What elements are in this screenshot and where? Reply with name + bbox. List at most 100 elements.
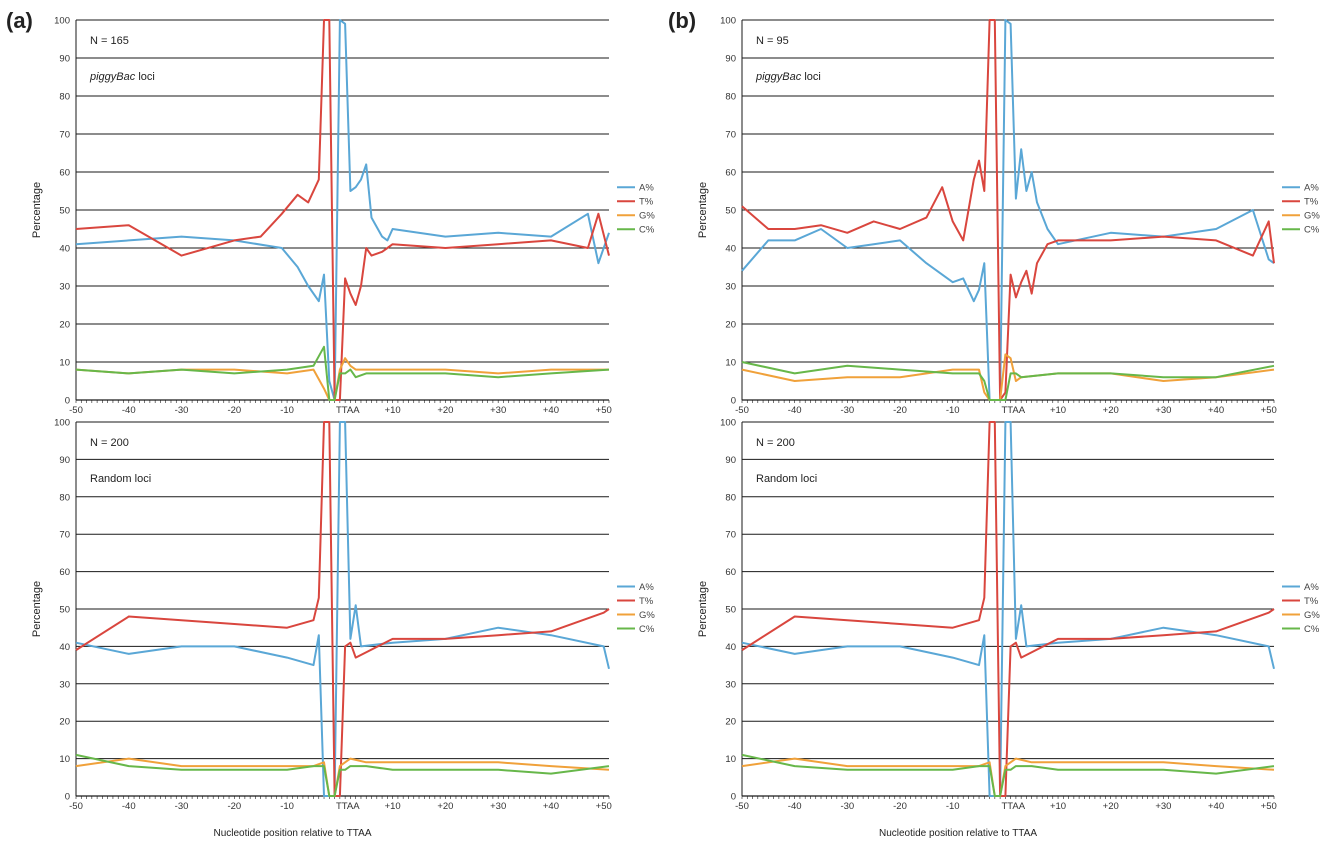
x-tick-label: +10 bbox=[385, 405, 401, 416]
x-tick-label: -10 bbox=[946, 405, 960, 416]
legend-label: C% bbox=[1304, 624, 1320, 635]
legend-label: G% bbox=[1304, 211, 1320, 222]
y-tick-label: 100 bbox=[54, 16, 70, 27]
x-tick-label: TTAA bbox=[336, 405, 360, 416]
series-line-2 bbox=[75, 757, 610, 797]
chart-3: 0 10 20 30 40 50 60 70 80 90 100 -50 -40 -30 -20 -10 TTA… bbox=[697, 418, 1320, 840]
x-tick-label: -40 bbox=[788, 801, 802, 812]
x-tick-label: -40 bbox=[788, 405, 802, 416]
legend-label: A% bbox=[639, 582, 654, 593]
x-tick-label: -20 bbox=[893, 405, 907, 416]
y-tick-label: 80 bbox=[725, 492, 736, 503]
x-tick-label: +30 bbox=[490, 405, 506, 416]
sample-size-label: N = 200 bbox=[756, 437, 795, 449]
x-tick-label: TTAA bbox=[336, 801, 360, 812]
y-tick-label: 100 bbox=[720, 16, 736, 27]
y-axis-label: Percentage bbox=[697, 581, 709, 637]
y-tick-label: 70 bbox=[59, 530, 70, 541]
series-line-0 bbox=[75, 19, 610, 401]
y-tick-label: 60 bbox=[725, 567, 736, 578]
y-tick-label: 20 bbox=[59, 320, 70, 331]
y-tick-label: 60 bbox=[725, 168, 736, 179]
x-tick-label: -10 bbox=[946, 801, 960, 812]
x-tick-label: +20 bbox=[1103, 405, 1119, 416]
series-line-1 bbox=[741, 19, 1275, 401]
legend-label: T% bbox=[1304, 596, 1319, 607]
charts-container: 0 10 20 30 40 50 60 70 80 90 100 -50 -40 -30 -20 -10 TTA… bbox=[31, 16, 1320, 840]
x-tick-label: +20 bbox=[1103, 801, 1119, 812]
x-tick-label: +20 bbox=[437, 801, 453, 812]
x-tick-label: +30 bbox=[1155, 405, 1171, 416]
loci-label-rest: loci bbox=[135, 71, 155, 83]
x-tick-label: -50 bbox=[69, 801, 83, 812]
y-tick-label: 40 bbox=[725, 642, 736, 653]
y-tick-label: 30 bbox=[59, 282, 70, 293]
y-tick-label: 80 bbox=[59, 92, 70, 103]
x-tick-label: -20 bbox=[227, 801, 241, 812]
x-tick-label: +20 bbox=[437, 405, 453, 416]
y-tick-label: 90 bbox=[725, 455, 736, 466]
loci-label: Random loci bbox=[756, 473, 817, 485]
legend-label: C% bbox=[1304, 225, 1320, 236]
y-axis-label: Percentage bbox=[31, 581, 43, 637]
x-tick-label: +10 bbox=[385, 801, 401, 812]
x-tick-label: +40 bbox=[543, 801, 559, 812]
x-tick-label: -40 bbox=[122, 801, 136, 812]
y-tick-label: 10 bbox=[59, 358, 70, 369]
x-tick-label: -50 bbox=[735, 405, 749, 416]
x-tick-label: +30 bbox=[1155, 801, 1171, 812]
x-axis-label: Nucleotide position relative to TTAA bbox=[879, 828, 1037, 839]
series-line-3 bbox=[741, 753, 1275, 797]
y-tick-label: 50 bbox=[59, 206, 70, 217]
legend-label: G% bbox=[639, 211, 655, 222]
y-tick-label: 30 bbox=[725, 282, 736, 293]
legend-label: T% bbox=[1304, 197, 1319, 208]
loci-label-italic: piggyBac bbox=[755, 71, 802, 83]
chart-1: 0 10 20 30 40 50 60 70 80 90 100 -50 -40 -30 -20 -10 TTA… bbox=[31, 418, 655, 840]
x-tick-label: TTAA bbox=[1001, 405, 1025, 416]
series-line-3 bbox=[75, 345, 610, 401]
series-line-0 bbox=[75, 421, 610, 797]
series-line-3 bbox=[741, 361, 1275, 401]
y-tick-label: 50 bbox=[725, 605, 736, 616]
x-tick-label: +10 bbox=[1050, 801, 1066, 812]
legend-label: T% bbox=[639, 596, 654, 607]
y-tick-label: 0 bbox=[731, 792, 736, 803]
series-line-2 bbox=[75, 357, 609, 401]
x-tick-label: -30 bbox=[840, 801, 854, 812]
x-tick-label: -10 bbox=[280, 405, 294, 416]
y-tick-label: 20 bbox=[725, 320, 736, 331]
y-tick-label: 90 bbox=[725, 54, 736, 65]
series-line-1 bbox=[741, 421, 1275, 797]
legend-label: A% bbox=[639, 183, 654, 194]
y-tick-label: 40 bbox=[725, 244, 736, 255]
y-tick-label: 50 bbox=[59, 605, 70, 616]
x-tick-label: +40 bbox=[543, 405, 559, 416]
y-tick-label: 20 bbox=[725, 717, 736, 728]
legend-label: G% bbox=[639, 610, 655, 621]
y-tick-label: 0 bbox=[65, 396, 70, 407]
y-tick-label: 80 bbox=[59, 492, 70, 503]
sample-size-label: N = 200 bbox=[90, 437, 129, 449]
x-tick-label: -10 bbox=[280, 801, 294, 812]
panel-label-a: (a) bbox=[6, 8, 33, 33]
x-tick-label: -50 bbox=[735, 801, 749, 812]
y-tick-label: 70 bbox=[725, 530, 736, 541]
x-tick-label: -30 bbox=[175, 405, 189, 416]
x-tick-label: +50 bbox=[1261, 801, 1277, 812]
sample-size-label: N = 95 bbox=[756, 35, 789, 47]
series-line-1 bbox=[75, 421, 610, 797]
legend-label: G% bbox=[1304, 610, 1320, 621]
y-tick-label: 80 bbox=[725, 92, 736, 103]
x-tick-label: +40 bbox=[1208, 801, 1224, 812]
loci-label: piggyBac loci bbox=[89, 71, 155, 83]
chart-2: 0 10 20 30 40 50 60 70 80 90 100 -50 -40 -30 -20 -10 TTA… bbox=[697, 16, 1320, 417]
x-tick-label: +50 bbox=[596, 405, 612, 416]
y-tick-label: 60 bbox=[59, 168, 70, 179]
sample-size-label: N = 165 bbox=[90, 35, 129, 47]
y-tick-label: 0 bbox=[731, 396, 736, 407]
y-tick-label: 20 bbox=[59, 717, 70, 728]
panel-label-b: (b) bbox=[668, 8, 696, 33]
x-tick-label: +40 bbox=[1208, 405, 1224, 416]
